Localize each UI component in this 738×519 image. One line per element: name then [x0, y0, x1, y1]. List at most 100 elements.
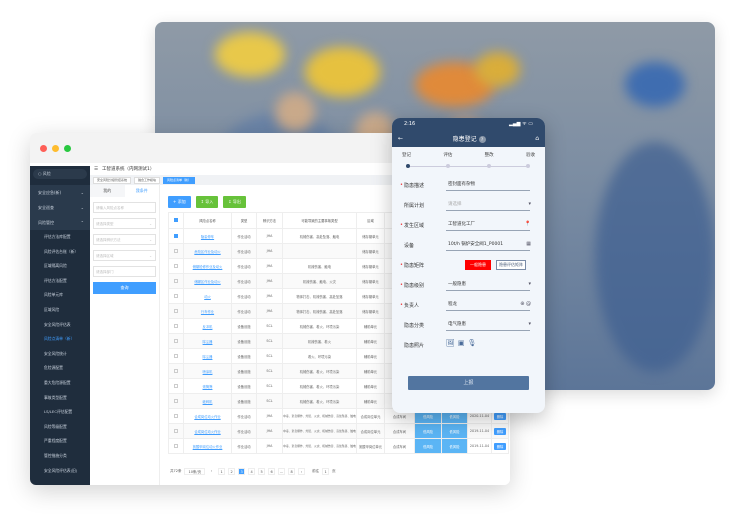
sidebar-group[interactable]: 风险管控 ⌃: [30, 215, 90, 230]
page-button[interactable]: 5: [258, 468, 266, 475]
sidebar-item[interactable]: 严重程度配置: [44, 438, 67, 444]
sidebar-item[interactable]: 风险单元库: [44, 292, 63, 298]
tab-tag[interactable]: 安全风险分级管控系统: [93, 176, 132, 184]
home-icon[interactable]: ⌂: [535, 135, 539, 142]
contact-at-icon[interactable]: ⊕ @: [520, 301, 531, 307]
page-button[interactable]: ...: [278, 468, 286, 475]
minimize-dot[interactable]: [52, 145, 59, 152]
back-arrow-icon[interactable]: ←: [398, 135, 404, 142]
row-checkbox[interactable]: [174, 308, 178, 313]
row-checkbox[interactable]: [174, 368, 178, 373]
row-checkbox[interactable]: [174, 293, 178, 298]
query-button[interactable]: 查询: [93, 282, 156, 294]
add-button[interactable]: + 添加: [168, 196, 191, 208]
sidebar-item[interactable]: 事故类型配置: [44, 394, 67, 400]
sidebar-item[interactable]: 风险评估台账（新）: [44, 248, 79, 254]
prev-icon[interactable]: ‹: [210, 469, 213, 473]
risk-point-link[interactable]: 合成岗位动火作业: [183, 423, 232, 439]
sidebar-item[interactable]: 安全风险评估表(旧): [44, 467, 78, 473]
risk-point-link[interactable]: 氯酸甲岗位动火作业: [183, 438, 232, 454]
risk-point-link[interactable]: 动火: [183, 288, 232, 304]
dept-select[interactable]: 请选择部门: [93, 266, 156, 277]
page-button[interactable]: 4: [248, 468, 256, 475]
tab-tag-active[interactable]: 风险点清单（新）: [163, 176, 196, 184]
microphone-icon[interactable]: 🎙: [467, 339, 480, 347]
close-dot[interactable]: [40, 145, 47, 152]
risk-point-link[interactable]: 隐患停车: [183, 228, 232, 244]
select-all-checkbox[interactable]: [174, 218, 178, 222]
page-size-select[interactable]: 10条/页: [184, 468, 206, 475]
page-button[interactable]: 2: [228, 468, 236, 475]
submit-button[interactable]: 上报: [408, 376, 529, 390]
sidebar-item[interactable]: 区域风险: [44, 306, 60, 312]
tab-tag[interactable]: 融合工作模块: [134, 176, 161, 184]
tab-conditions[interactable]: 我条件: [124, 185, 159, 197]
risk-point-link[interactable]: 反冲机: [183, 318, 232, 334]
delete-button[interactable]: 删除: [493, 427, 507, 435]
row-checkbox[interactable]: [174, 413, 178, 418]
sidebar-item[interactable]: 管控措施分类: [44, 452, 67, 458]
name-input[interactable]: 请输入风险点名称: [93, 202, 156, 213]
field-input[interactable]: 一般隐患: [446, 281, 530, 291]
page-button[interactable]: 3: [238, 468, 246, 475]
row-checkbox[interactable]: [174, 263, 178, 268]
field-input[interactable]: 程龙: [446, 301, 530, 311]
sidebar-item[interactable]: 区域隔离风险: [44, 263, 67, 269]
sidebar-item[interactable]: 评估方法配置: [44, 277, 67, 283]
qr-scan-icon[interactable]: ▦: [526, 241, 531, 247]
field-input[interactable]: 密封面有杂物: [446, 181, 530, 191]
row-checkbox[interactable]: [174, 353, 178, 358]
risk-point-link[interactable]: 危险区作业及动火: [183, 243, 232, 259]
page-button[interactable]: 6: [268, 468, 276, 475]
goto-input[interactable]: 1: [322, 468, 330, 475]
field-input[interactable]: 10t/h 锅炉安全阀1_P0001: [446, 241, 530, 251]
video-add-icon[interactable]: ▣: [457, 339, 468, 347]
risk-point-link[interactable]: 滚筒筛: [183, 378, 232, 394]
export-button[interactable]: ↧ 导出: [223, 196, 246, 208]
row-checkbox[interactable]: [174, 323, 178, 328]
page-button[interactable]: 8: [288, 468, 296, 475]
risk-point-link[interactable]: 行车作业: [183, 303, 232, 319]
photo-add-icon[interactable]: 🖼: [446, 339, 458, 347]
row-checkbox[interactable]: [174, 428, 178, 433]
sidebar-group[interactable]: 安全巡查 ⌄: [30, 200, 90, 215]
field-input[interactable]: 请选择: [446, 201, 530, 211]
row-checkbox[interactable]: [174, 248, 178, 253]
sidebar-item[interactable]: 重大危险源配置: [44, 379, 71, 385]
type-select[interactable]: 请选择类型 ⌄: [93, 218, 156, 229]
risk-point-link[interactable]: 储罐检修作业及动火: [183, 258, 232, 274]
menu-icon[interactable]: ☰: [94, 166, 99, 172]
matrix-button[interactable]: 隐患评估矩阵: [496, 260, 526, 270]
maximize-dot[interactable]: [64, 145, 71, 152]
risk-point-link[interactable]: 储罐区作业及动火: [183, 273, 232, 289]
sidebar-item[interactable]: 安全风险评估表: [44, 321, 71, 327]
sidebar-item[interactable]: 风险等级配置: [44, 423, 67, 429]
next-button[interactable]: ›: [298, 468, 306, 475]
dropdown-arrow-icon[interactable]: ▾: [528, 201, 531, 207]
sidebar-item[interactable]: 危险源配置: [44, 365, 63, 371]
row-checkbox[interactable]: [174, 338, 178, 343]
delete-button[interactable]: 删除: [493, 412, 507, 420]
page-button[interactable]: 1: [218, 468, 226, 475]
row-checkbox[interactable]: [174, 443, 178, 448]
risk-point-link[interactable]: 合成岗位动火作业: [183, 408, 232, 424]
location-pin-icon[interactable]: 📍: [524, 221, 531, 227]
sidebar-group[interactable]: 安全应急(新) ⌄: [30, 185, 90, 200]
sidebar-item[interactable]: 安全风险统计: [44, 350, 67, 356]
field-input[interactable]: 工智道化工厂: [446, 221, 530, 231]
method-select[interactable]: 请选择辨识方法 ⌄: [93, 234, 156, 245]
risk-point-link[interactable]: 喷涂机: [183, 363, 232, 379]
field-input[interactable]: 电气隐患: [446, 321, 530, 331]
risk-point-link[interactable]: 破碎机: [183, 393, 232, 409]
dropdown-arrow-icon[interactable]: ▾: [528, 281, 531, 287]
area-select[interactable]: 请选择区域 ⌄: [93, 250, 156, 261]
import-button[interactable]: ↥ 导入: [195, 196, 219, 208]
row-checkbox[interactable]: [174, 398, 178, 403]
help-icon[interactable]: ?: [478, 136, 486, 143]
sidebar-item[interactable]: 评估方法库配置: [44, 234, 71, 239]
delete-button[interactable]: 删除: [493, 442, 507, 450]
sidebar-item[interactable]: LS/LEC评估配置: [44, 409, 73, 415]
dropdown-arrow-icon[interactable]: ▾: [528, 321, 531, 327]
row-checkbox[interactable]: [174, 278, 178, 283]
row-checkbox[interactable]: [174, 233, 178, 238]
